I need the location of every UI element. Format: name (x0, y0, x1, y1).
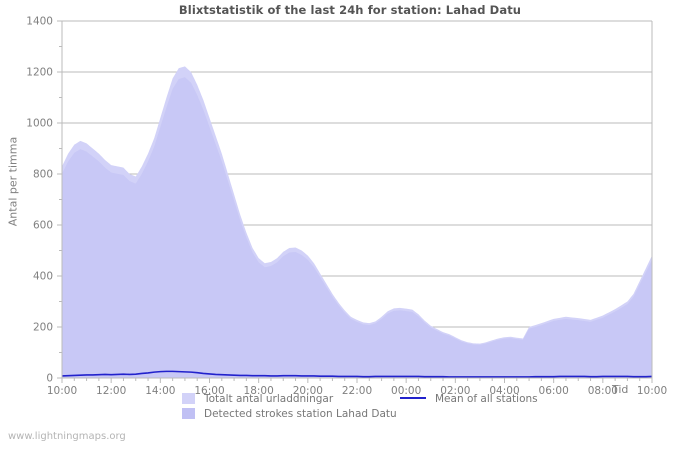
y-axis-ticks: 0 200 400 600 800 1000 1200 1400 (26, 16, 62, 385)
series-mean-line (61, 370, 653, 378)
legend-column-left: Totalt antal urladdningar Detected strok… (182, 392, 397, 420)
svg-text:400: 400 (33, 271, 53, 283)
x-axis-label: Tid (612, 383, 629, 396)
svg-text:10:00: 10:00 (637, 385, 667, 397)
svg-text:12:00: 12:00 (96, 385, 126, 397)
svg-text:02:00: 02:00 (440, 385, 470, 397)
svg-text:1400: 1400 (26, 16, 53, 28)
legend-item-station: Detected strokes station Lahad Datu (182, 407, 397, 420)
legend-swatch-station-icon (182, 408, 195, 419)
legend-item-total: Totalt antal urladdningar (182, 392, 397, 405)
chart-legend: Totalt antal urladdningar Detected strok… (0, 392, 700, 422)
svg-text:0: 0 (46, 373, 53, 385)
svg-text:14:00: 14:00 (145, 385, 175, 397)
svg-text:1000: 1000 (26, 118, 53, 130)
svg-text:1200: 1200 (26, 67, 53, 79)
svg-text:20:00: 20:00 (293, 385, 323, 397)
svg-text:00:00: 00:00 (391, 385, 421, 397)
page-title: Blixtstatistik of the last 24h for stati… (178, 3, 522, 17)
watermark: www.lightningmaps.org (8, 431, 126, 442)
svg-text:800: 800 (33, 169, 53, 181)
legend-column-right: Mean of all stations (400, 392, 538, 405)
svg-text:600: 600 (33, 220, 53, 232)
legend-swatch-total-icon (182, 393, 195, 404)
svg-text:200: 200 (33, 322, 53, 334)
legend-label-mean: Mean of all stations (435, 392, 538, 405)
legend-label-total: Totalt antal urladdningar (204, 392, 334, 405)
legend-label-station: Detected strokes station Lahad Datu (204, 407, 397, 420)
svg-text:22:00: 22:00 (342, 385, 372, 397)
svg-text:08:00: 08:00 (588, 385, 618, 397)
series-station-area (62, 77, 652, 378)
legend-item-mean: Mean of all stations (400, 392, 538, 405)
svg-text:06:00: 06:00 (539, 385, 569, 397)
x-axis-ticks: 10:00 12:00 14:00 16:00 18:00 20:00 22:00 00:00… (47, 378, 667, 397)
svg-text:18:00: 18:00 (244, 385, 274, 397)
svg-text:04:00: 04:00 (489, 385, 519, 397)
legend-line-mean-icon (400, 393, 426, 404)
svg-text:10:00: 10:00 (47, 385, 77, 397)
svg-text:16:00: 16:00 (194, 385, 224, 397)
